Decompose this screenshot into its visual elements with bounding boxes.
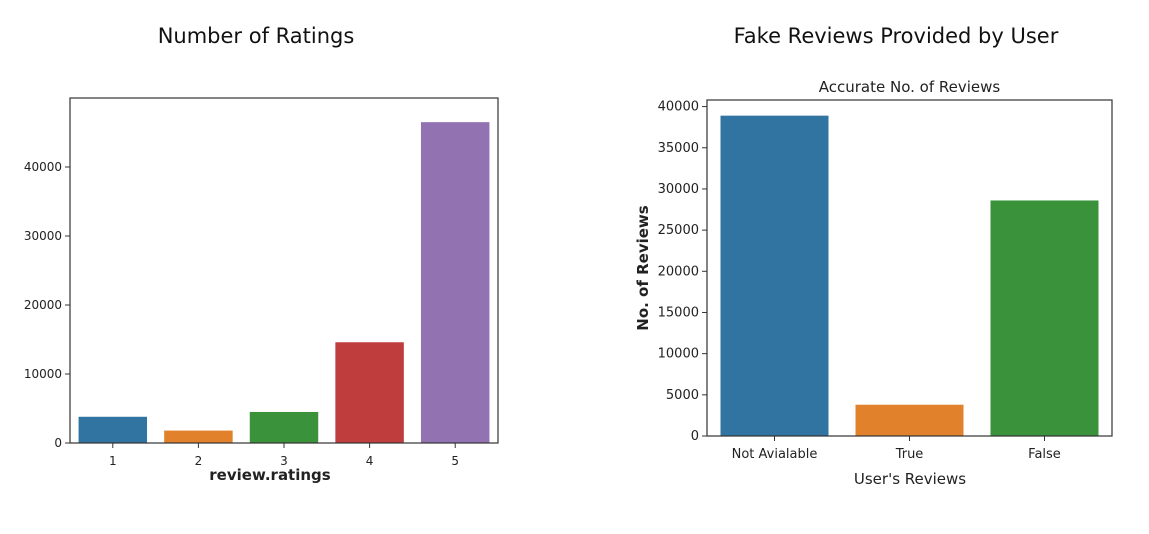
x-tick-label: 1: [109, 454, 117, 468]
y-tick-label: 5000: [666, 388, 699, 403]
x-tick-label: 5: [451, 454, 459, 468]
bar-2: [164, 430, 233, 443]
bar-not-avialable: [720, 115, 829, 436]
y-tick-label: 15000: [658, 305, 699, 320]
x-tick-label: Not Avialable: [732, 447, 818, 462]
y-axis-label: No. of Reviews: [634, 205, 652, 331]
x-tick-label: 2: [195, 454, 203, 468]
y-tick-label: 10000: [24, 367, 62, 381]
y-tick-label: 40000: [658, 100, 699, 115]
y-tick-label: 10000: [658, 347, 699, 362]
bar-false: [990, 200, 1099, 436]
left-heading: Number of Ratings: [157, 24, 355, 48]
x-axis-label: review.ratings: [209, 466, 331, 484]
x-tick-label: True: [895, 447, 924, 462]
bar-5: [420, 122, 490, 444]
y-tick-label: 30000: [658, 182, 699, 197]
ratings-chart: 0 10000 20000 30000 40000 1 2 3 4 5 review.ratings: [24, 97, 499, 484]
y-tick-label: 40000: [24, 160, 62, 174]
x-tick-label: 4: [366, 454, 374, 468]
bar-1: [78, 416, 148, 443]
x-tick-label: 3: [280, 454, 288, 468]
x-tick-label: False: [1028, 447, 1061, 462]
y-tick-label: 0: [54, 436, 62, 450]
x-axis-label: User's Reviews: [854, 470, 966, 488]
y-tick-label: 20000: [24, 298, 62, 312]
y-tick-label: 35000: [658, 141, 699, 156]
fake-reviews-chart: 0 5000 10000 15000 20000 25000 30000 35000 40000…: [634, 78, 1113, 488]
y-tick-label: 20000: [658, 264, 699, 279]
right-heading: Fake Reviews Provided by User: [733, 24, 1059, 48]
bar-3: [249, 411, 319, 443]
y-tick-label: 30000: [24, 229, 62, 243]
y-tick-label: 0: [691, 429, 699, 444]
y-tick-label: 25000: [658, 223, 699, 238]
chart-title: Accurate No. of Reviews: [819, 78, 1001, 96]
bar-4: [335, 342, 404, 443]
bar-true: [855, 404, 964, 436]
